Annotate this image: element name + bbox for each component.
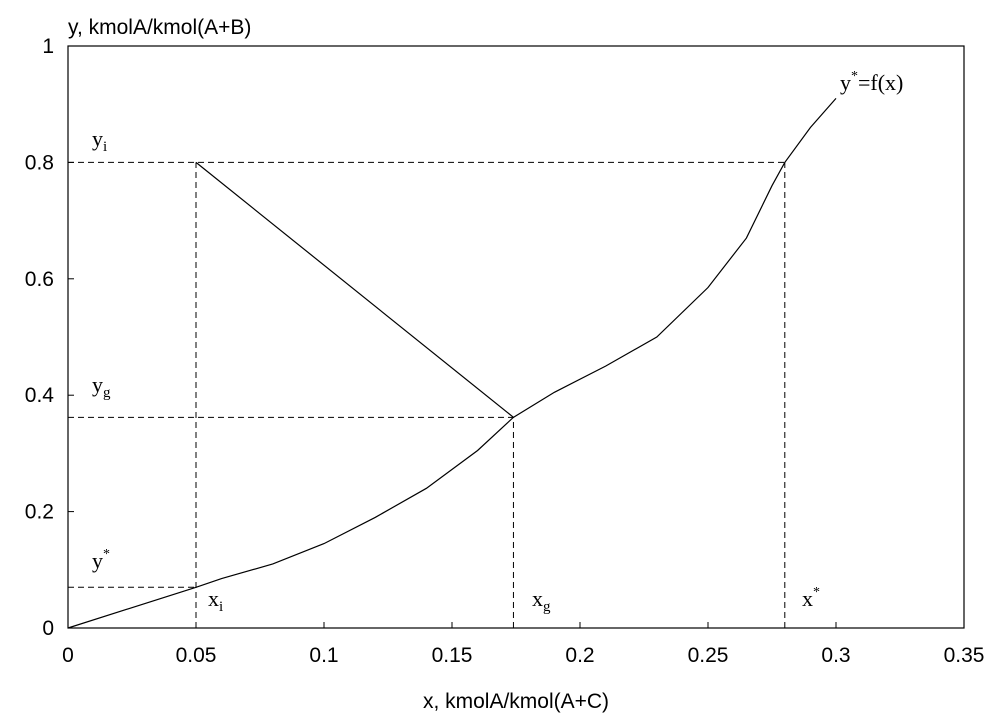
label-yg: yg — [92, 372, 111, 401]
plot-frame — [67, 45, 965, 629]
equilibrium-curve — [67, 97, 837, 629]
y-tick-label: 0.2 — [25, 501, 54, 524]
label-xi: xi — [208, 586, 223, 615]
y-tick-label: 0.8 — [25, 151, 54, 174]
annotations: y*=f(x) yi yg y* xi xg x* — [92, 69, 903, 615]
y-tick-label: 0 — [42, 617, 54, 640]
operating-line — [195, 161, 514, 418]
x-axis-title: x, kmolA/kmol(A+C) — [423, 690, 609, 713]
x-tick-label: 0.2 — [565, 644, 594, 667]
x-tick-label: 0.05 — [176, 644, 217, 667]
label-xstar: x* — [802, 585, 820, 611]
label-ystar: y* — [92, 547, 110, 573]
guide-lines — [68, 161, 786, 628]
x-tick-label: 0.35 — [944, 644, 985, 667]
y-tick-label: 1 — [42, 35, 54, 58]
label-curve-label: y*=f(x) — [840, 69, 903, 95]
ticks: 0 0.05 0.1 0.15 0.2 0.25 0.3 0.35 0 0.2 0.4 0.6 0.8 1 — [25, 35, 985, 667]
y-axis-title: y, kmolA/kmol(A+B) — [68, 16, 251, 39]
y-tick-label: 0.6 — [25, 268, 54, 291]
x-tick-label: 0.15 — [432, 644, 473, 667]
x-tick-label: 0.25 — [688, 644, 729, 667]
series — [67, 97, 837, 629]
x-tick-label: 0.1 — [309, 644, 338, 667]
x-tick-label: 0 — [62, 644, 74, 667]
x-tick-label: 0.3 — [821, 644, 850, 667]
y-tick-label: 0.4 — [25, 384, 55, 407]
label-yi: yi — [92, 126, 107, 155]
label-xg: xg — [532, 586, 551, 615]
